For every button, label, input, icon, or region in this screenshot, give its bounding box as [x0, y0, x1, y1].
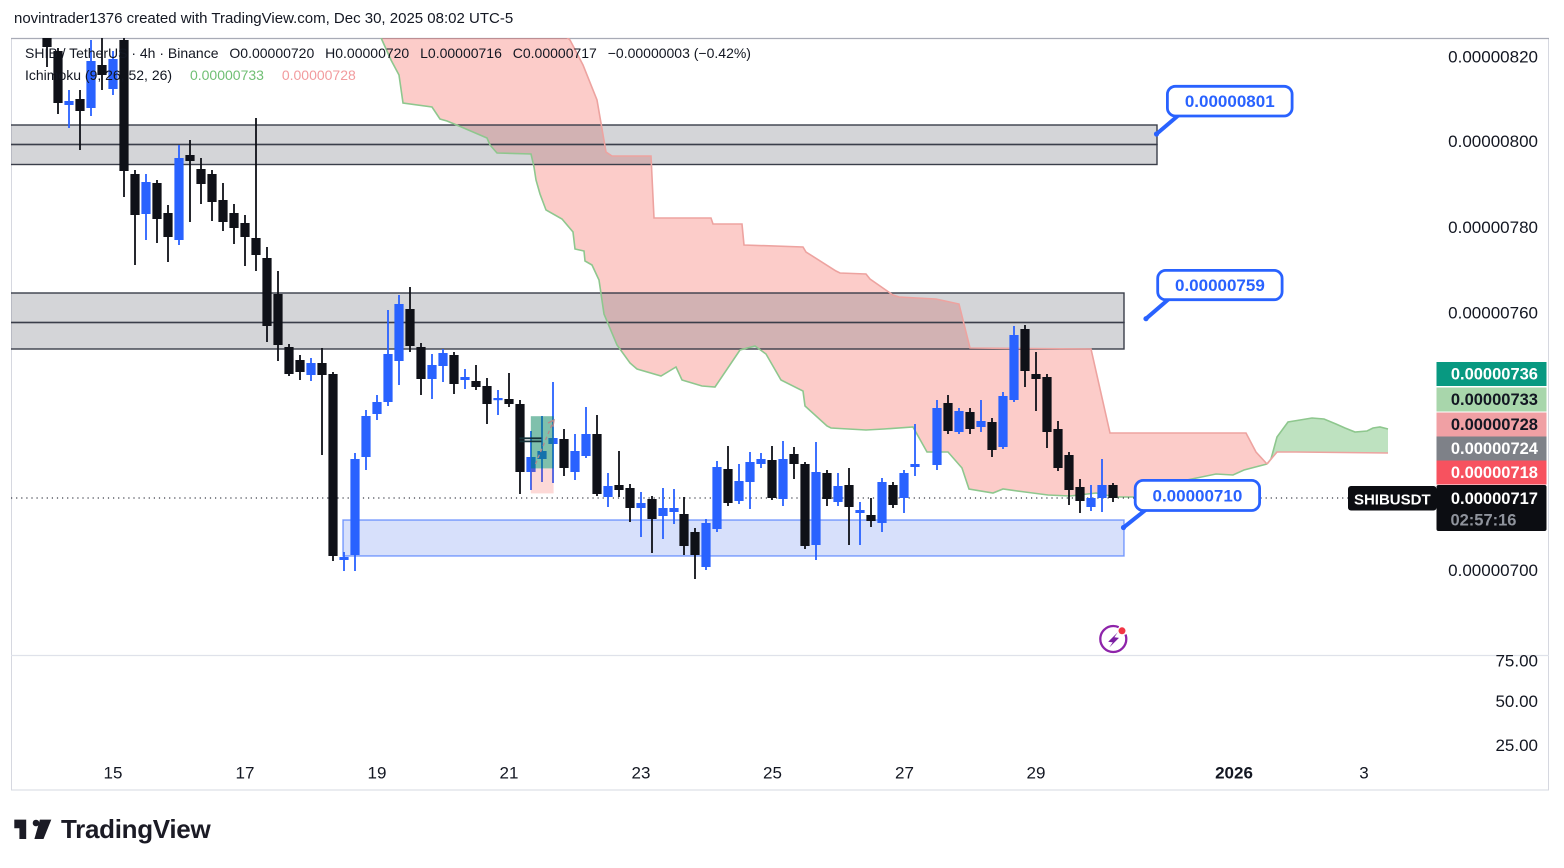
- svg-text:02:57:16: 02:57:16: [1450, 512, 1516, 530]
- svg-text:0.00000800: 0.00000800: [1448, 132, 1538, 151]
- svg-text:75.00: 75.00: [1495, 652, 1538, 671]
- svg-text:25.00: 25.00: [1495, 736, 1538, 755]
- svg-text:0.00000717: 0.00000717: [1451, 490, 1538, 508]
- svg-text:0.00000700: 0.00000700: [1448, 561, 1538, 580]
- svg-text:0.00000728: 0.00000728: [1451, 416, 1538, 434]
- svg-text:3: 3: [1359, 764, 1368, 783]
- svg-text:0.00000710: 0.00000710: [1152, 486, 1242, 505]
- svg-text:19: 19: [368, 764, 387, 783]
- svg-text:27: 27: [895, 764, 914, 783]
- svg-text:17: 17: [236, 764, 255, 783]
- svg-text:25: 25: [763, 764, 782, 783]
- svg-text:SHIBUSDT: SHIBUSDT: [1354, 492, 1431, 509]
- svg-text:15: 15: [104, 764, 123, 783]
- svg-text:21: 21: [500, 764, 519, 783]
- svg-text:TradingView: TradingView: [61, 814, 211, 844]
- svg-text:0.00000736: 0.00000736: [1451, 366, 1538, 384]
- svg-text:0.00000724: 0.00000724: [1451, 440, 1539, 458]
- svg-text:0.00000759: 0.00000759: [1175, 276, 1265, 295]
- svg-text:0.00000801: 0.00000801: [1185, 92, 1275, 111]
- svg-text:0.00000733: 0.00000733: [1451, 391, 1538, 409]
- svg-text:50.00: 50.00: [1495, 692, 1538, 711]
- svg-text:0.00000780: 0.00000780: [1448, 218, 1538, 237]
- svg-text:0.00000820: 0.00000820: [1448, 48, 1538, 67]
- svg-text:23: 23: [632, 764, 651, 783]
- svg-text:0.00000760: 0.00000760: [1448, 304, 1538, 323]
- svg-text:29: 29: [1027, 764, 1046, 783]
- svg-text:2026: 2026: [1215, 764, 1253, 783]
- svg-text:0.00000718: 0.00000718: [1451, 464, 1538, 482]
